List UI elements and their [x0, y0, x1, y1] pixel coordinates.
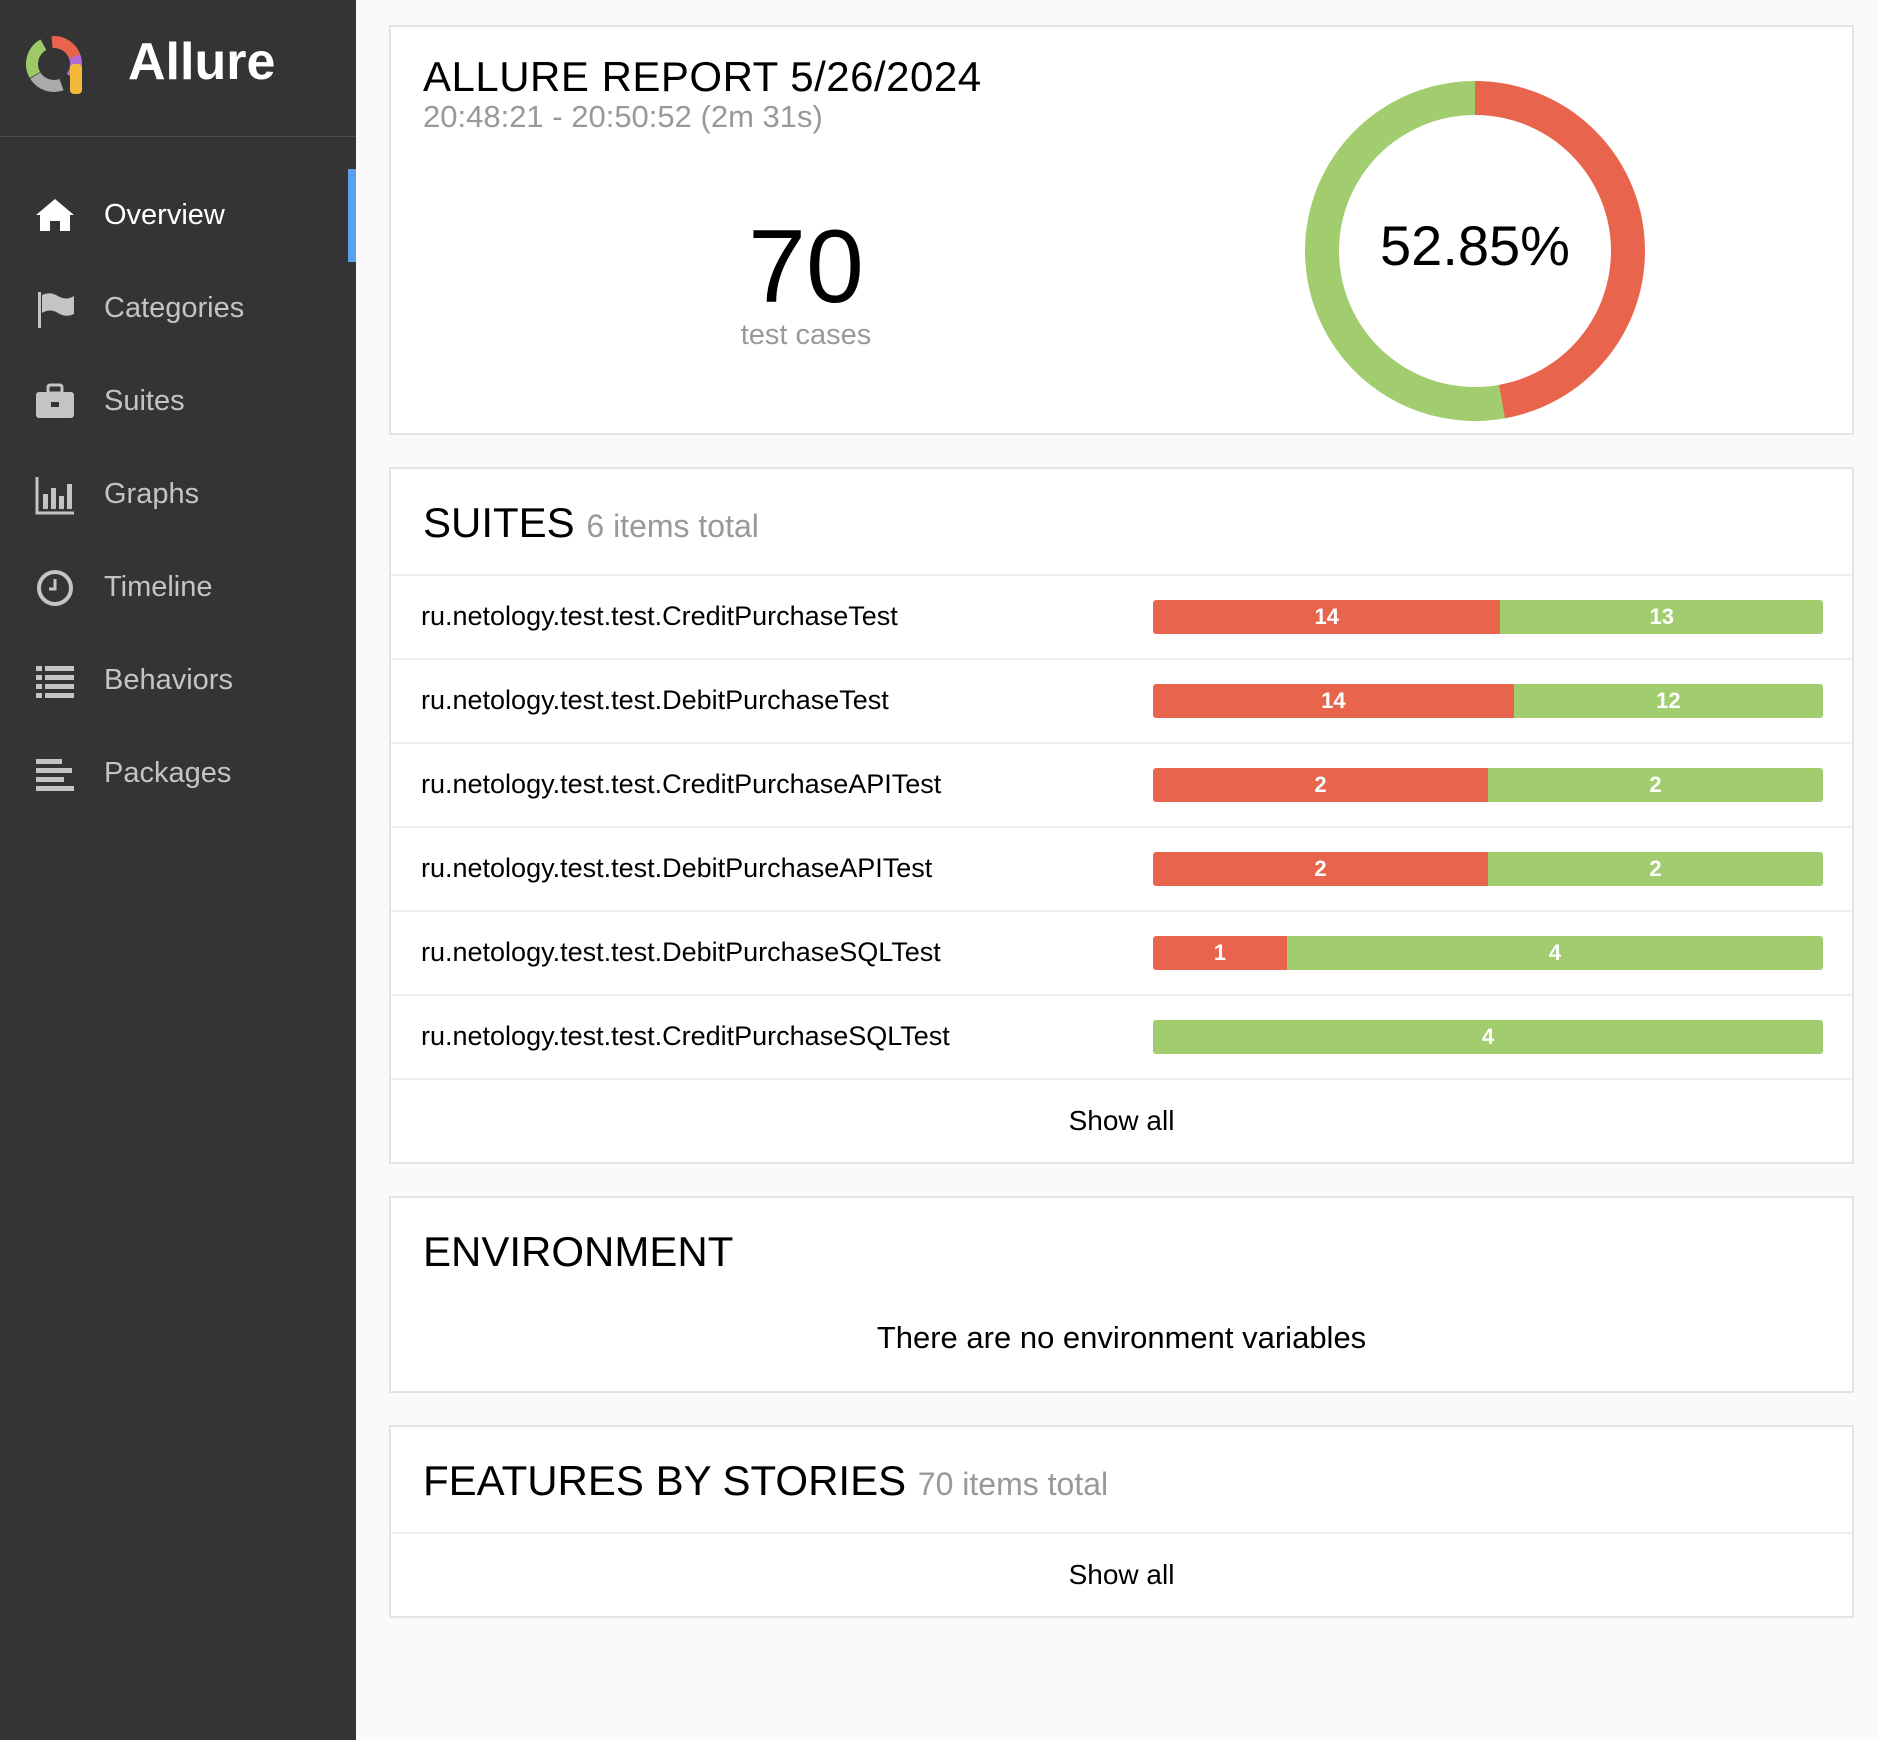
brand-header: Allure — [0, 0, 356, 137]
pass-percentage: 52.85% — [1380, 214, 1570, 277]
features-widget: FEATURES BY STORIES 70 items total Show … — [389, 1425, 1854, 1618]
suite-bar-failed-segment: 14 — [1153, 600, 1501, 634]
sidebar-item-overview[interactable]: Overview — [0, 169, 356, 262]
suite-row[interactable]: ru.netology.test.test.CreditPurchaseAPIT… — [391, 744, 1852, 828]
suites-widget: SUITES 6 items total ru.netology.test.te… — [389, 467, 1854, 1164]
sidebar-item-label: Timeline — [104, 571, 213, 603]
sidebar-item-label: Graphs — [104, 478, 200, 510]
suite-row[interactable]: ru.netology.test.test.CreditPurchaseTest… — [391, 576, 1852, 660]
allure-logo-icon[interactable] — [18, 28, 94, 104]
features-title: FEATURES BY STORIES — [423, 1457, 907, 1504]
test-count-label: test cases — [740, 319, 872, 351]
suite-name: ru.netology.test.test.DebitPurchaseSQLTe… — [421, 937, 941, 967]
sidebar-item-label: Overview — [104, 199, 225, 231]
sidebar-item-label: Packages — [104, 757, 232, 789]
report-time-range: 20:48:21 - 20:50:52 (2m 31s) — [423, 99, 823, 134]
suite-status-bar: 14 12 — [1153, 684, 1823, 718]
suite-bar-failed-segment: 1 — [1153, 936, 1287, 970]
sidebar-item-categories[interactable]: Categories — [0, 262, 356, 355]
sidebar-nav: Overview Categories Suites Graphs Timeli… — [0, 169, 356, 820]
features-header: FEATURES BY STORIES 70 items total — [391, 1427, 1852, 1534]
suite-status-bar: 14 13 — [1153, 600, 1823, 634]
suite-bar-passed-segment: 2 — [1488, 768, 1823, 802]
suite-bar-passed-segment: 13 — [1500, 600, 1823, 634]
sidebar-item-packages[interactable]: Packages — [0, 727, 356, 820]
flag-icon — [32, 286, 78, 332]
suite-bar-failed-segment: 2 — [1153, 852, 1488, 886]
environment-empty-message: There are no environment variables — [876, 1320, 1367, 1355]
suite-row[interactable]: ru.netology.test.test.DebitPurchaseSQLTe… — [391, 912, 1852, 996]
features-show-all-link[interactable]: Show all — [1068, 1559, 1175, 1590]
clock-icon — [32, 565, 78, 611]
suite-bar-passed-segment: 12 — [1513, 684, 1823, 718]
suites-count: 6 items total — [586, 508, 759, 544]
home-icon — [32, 193, 78, 239]
status-donut-chart[interactable] — [1305, 81, 1645, 421]
align-left-icon — [32, 751, 78, 797]
environment-title: ENVIRONMENT — [423, 1228, 734, 1275]
suites-list: ru.netology.test.test.CreditPurchaseTest… — [391, 576, 1852, 1080]
suite-bar-failed-segment: 2 — [1153, 768, 1488, 802]
suite-name: ru.netology.test.test.DebitPurchaseTest — [421, 685, 889, 715]
suite-status-bar: 4 — [1153, 1020, 1823, 1054]
suite-row[interactable]: ru.netology.test.test.DebitPurchaseTest 1… — [391, 660, 1852, 744]
suite-name: ru.netology.test.test.CreditPurchaseAPIT… — [421, 769, 942, 799]
list-icon — [32, 658, 78, 704]
app-name: Allure — [128, 33, 276, 91]
suites-title: SUITES — [423, 499, 575, 546]
sidebar-item-label: Behaviors — [104, 664, 233, 696]
sidebar-item-behaviors[interactable]: Behaviors — [0, 634, 356, 727]
test-count: 70 — [748, 209, 864, 325]
suite-row[interactable]: ru.netology.test.test.DebitPurchaseAPITe… — [391, 828, 1852, 912]
sidebar-item-graphs[interactable]: Graphs — [0, 448, 356, 541]
bar-chart-icon — [32, 472, 78, 518]
briefcase-icon — [32, 379, 78, 425]
suite-name: ru.netology.test.test.CreditPurchaseTest — [421, 601, 898, 631]
sidebar: Allure Overview Categories Suites Graphs — [0, 0, 356, 1740]
features-count: 70 items total — [917, 1466, 1109, 1502]
suite-bar-passed-segment: 2 — [1488, 852, 1823, 886]
sidebar-item-timeline[interactable]: Timeline — [0, 541, 356, 634]
environment-widget: ENVIRONMENT There are no environment var… — [389, 1196, 1854, 1393]
suite-bar-passed-segment: 4 — [1287, 936, 1823, 970]
summary-widget: ALLURE REPORT 5/26/2024 20:48:21 - 20:50… — [389, 25, 1854, 435]
sidebar-item-label: Categories — [104, 292, 245, 324]
suite-bar-failed-segment: 14 — [1153, 684, 1514, 718]
donut-failed-arc — [1305, 81, 1645, 421]
suites-show-all-link[interactable]: Show all — [1068, 1105, 1175, 1136]
suite-name: ru.netology.test.test.DebitPurchaseAPITe… — [421, 853, 933, 883]
report-title: ALLURE REPORT 5/26/2024 — [423, 53, 982, 100]
suite-name: ru.netology.test.test.CreditPurchaseSQLT… — [421, 1021, 950, 1051]
sidebar-item-label: Suites — [104, 385, 185, 417]
suite-row[interactable]: ru.netology.test.test.CreditPurchaseSQLT… — [391, 996, 1852, 1080]
suites-header: SUITES 6 items total — [391, 469, 1852, 576]
sidebar-item-suites[interactable]: Suites — [0, 355, 356, 448]
suite-bar-passed-segment: 4 — [1153, 1020, 1823, 1054]
